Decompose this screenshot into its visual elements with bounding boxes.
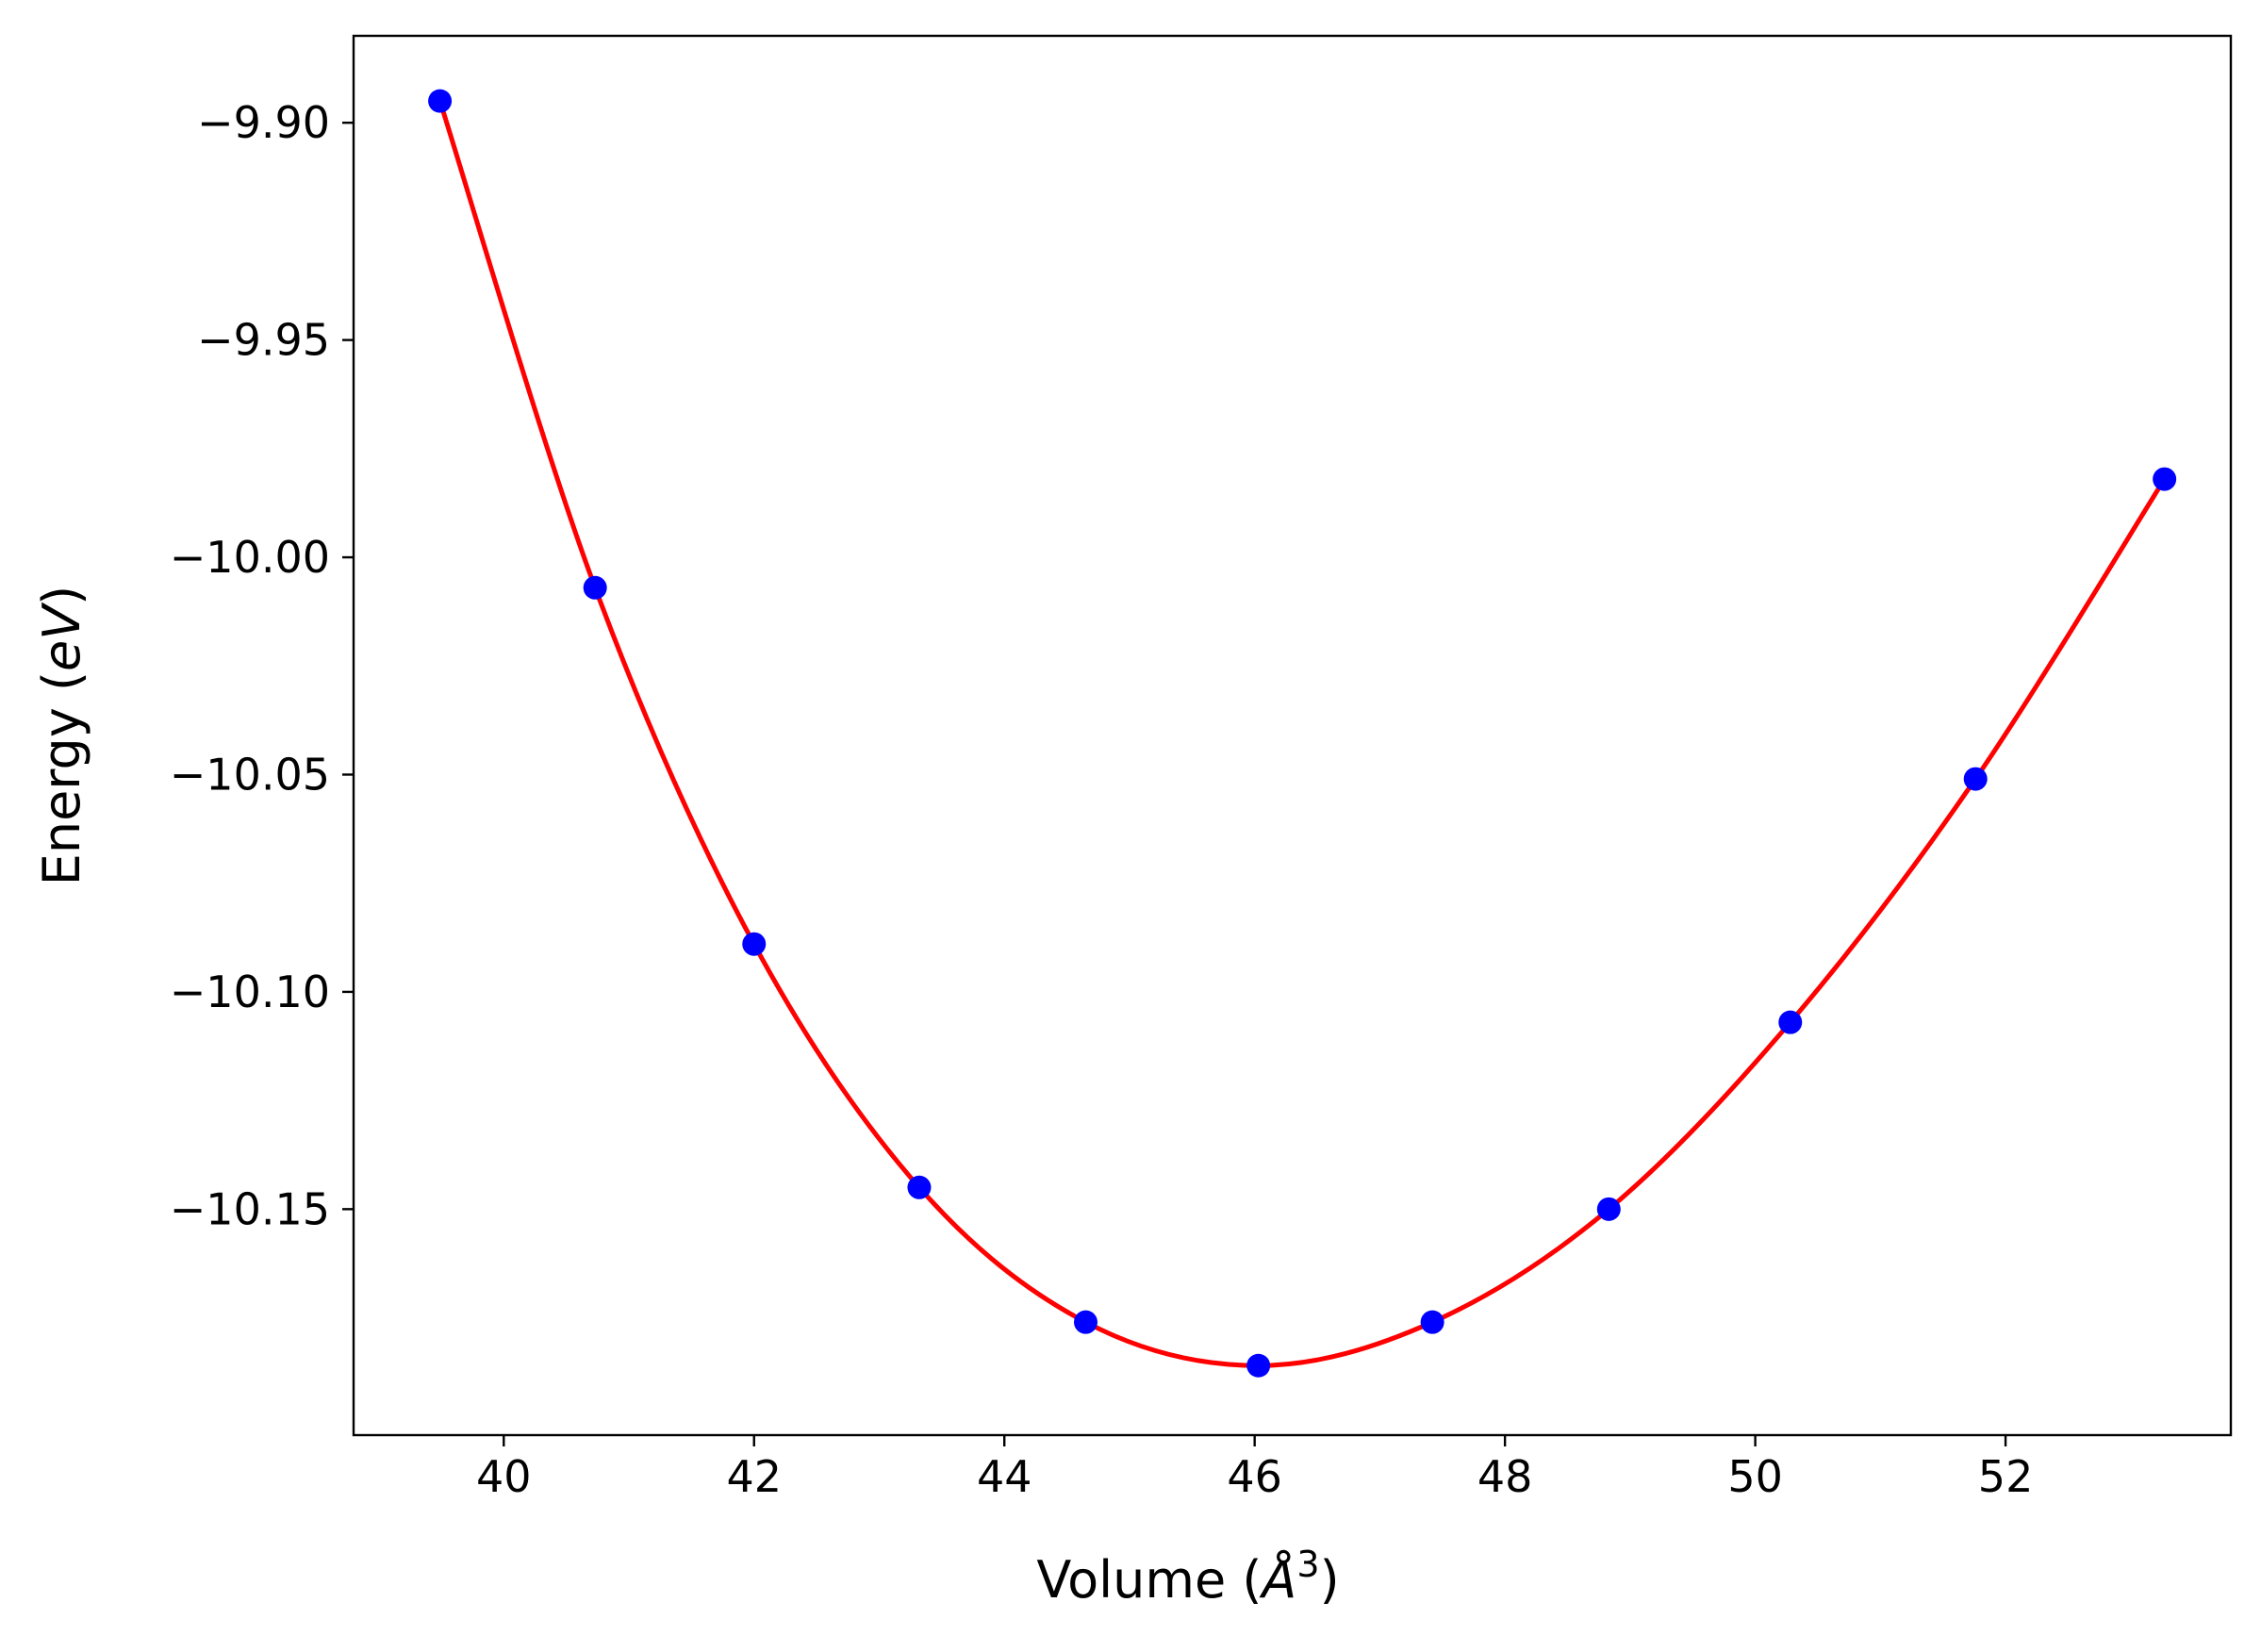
data-point [907, 1175, 932, 1199]
data-point [1596, 1197, 1621, 1221]
x-tick-label: 50 [1727, 1451, 1783, 1502]
data-point [2153, 467, 2177, 491]
x-axis-label-close: ) [1320, 1550, 1340, 1610]
y-axis-label-unit: eV [32, 602, 91, 671]
data-points-layer [428, 89, 2177, 1378]
data-point [742, 932, 767, 956]
y-axis-ticks: −9.90 −9.95 −10.00 −10.05 −10.10 −10.15 [170, 97, 354, 1234]
x-axis-label-unit: Å [1259, 1549, 1296, 1610]
y-axis-label-close: ) [32, 586, 91, 605]
x-tick-label: 44 [977, 1451, 1032, 1502]
x-tick-label: 42 [726, 1451, 782, 1502]
y-tick-label: −9.95 [197, 315, 330, 366]
data-point [1420, 1310, 1444, 1334]
y-tick-label: −10.10 [170, 966, 330, 1017]
data-point [428, 89, 453, 113]
x-axis-label-exponent: 3 [1296, 1544, 1319, 1585]
y-axis-label-main: Energy ( [32, 671, 91, 885]
x-tick-label: 40 [476, 1451, 532, 1502]
y-axis-label: Energy (eV) [32, 586, 91, 886]
x-tick-label: 46 [1227, 1451, 1282, 1502]
fit-curve-line [437, 100, 2167, 1368]
data-point [1073, 1310, 1097, 1334]
y-tick-label: −9.90 [197, 97, 330, 148]
data-point [1246, 1353, 1271, 1378]
y-tick-label: −10.15 [170, 1183, 330, 1234]
x-tick-label: 52 [1978, 1451, 2034, 1502]
y-tick-label: −10.00 [170, 532, 330, 583]
x-axis-label-main: Volume ( [1036, 1550, 1262, 1610]
x-axis-ticks: 40 42 44 46 48 50 52 [476, 1435, 2033, 1502]
y-tick-label: −10.05 [170, 749, 330, 800]
data-point [1963, 767, 1988, 791]
data-point [1778, 1010, 1803, 1034]
plot-frame [352, 34, 2233, 1437]
x-tick-label: 48 [1477, 1451, 1533, 1502]
x-axis-label: Volume (Å3) [1036, 1544, 1339, 1610]
data-point [583, 575, 607, 600]
fit-curve-layer [437, 100, 2167, 1368]
